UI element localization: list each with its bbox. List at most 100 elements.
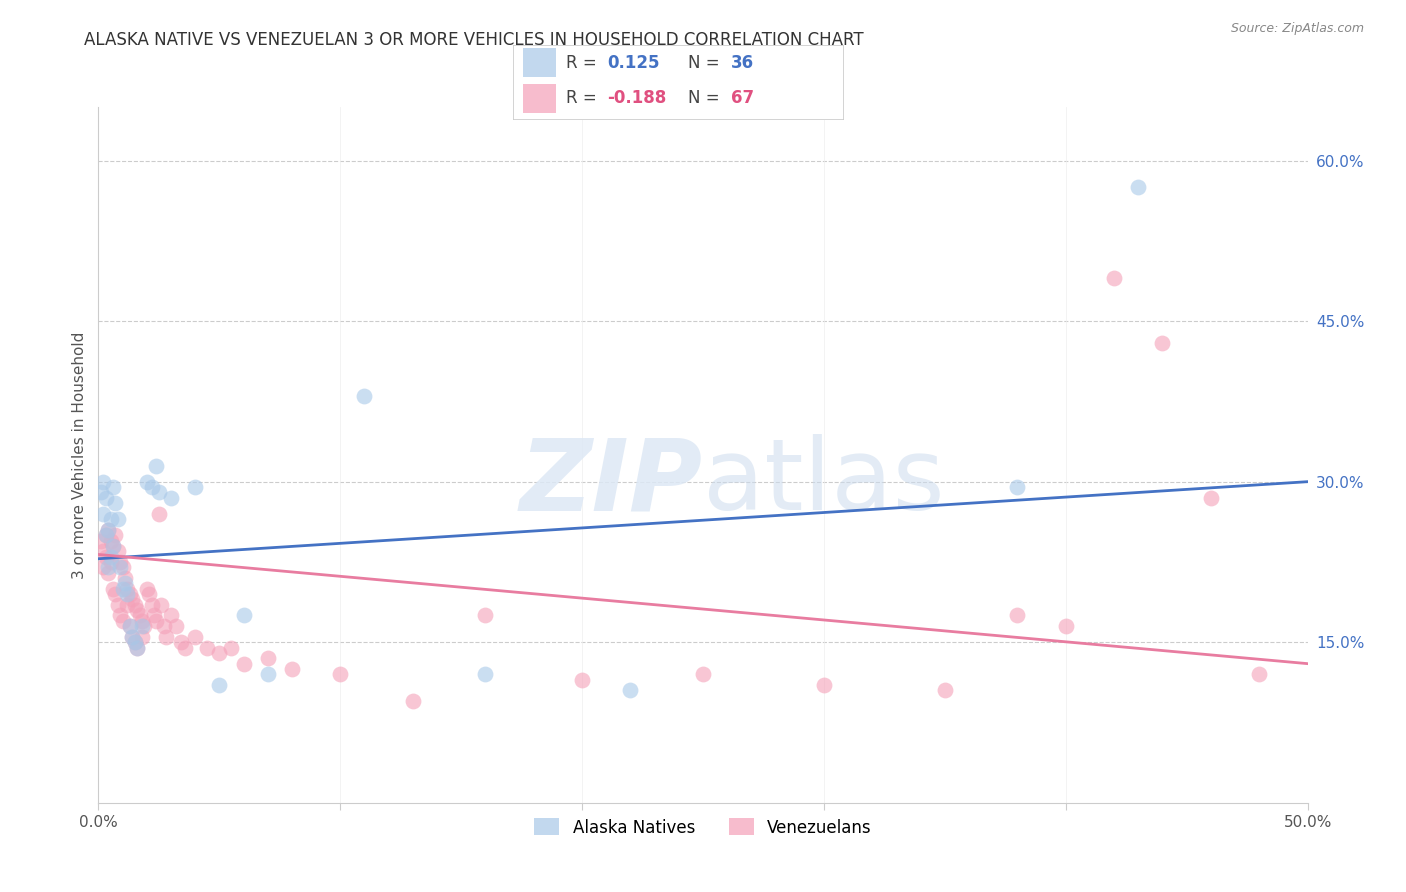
Point <box>145 614 167 628</box>
Point <box>152 619 174 633</box>
Point <box>124 598 146 612</box>
Point <box>1007 480 1029 494</box>
Point <box>121 592 143 607</box>
Point <box>1054 619 1077 633</box>
Point <box>148 485 170 500</box>
Point <box>127 640 149 655</box>
Bar <box>523 84 557 112</box>
FancyBboxPatch shape <box>513 45 844 120</box>
Point <box>131 630 153 644</box>
Text: Source: ZipAtlas.com: Source: ZipAtlas.com <box>1230 22 1364 36</box>
Text: 67: 67 <box>731 89 755 107</box>
Point <box>1199 491 1222 505</box>
Point <box>94 528 117 542</box>
Point <box>94 491 117 505</box>
Point <box>107 512 129 526</box>
Point <box>91 560 114 574</box>
Point <box>155 630 177 644</box>
Point <box>150 598 173 612</box>
Legend: Alaska Natives, Venezuelans: Alaska Natives, Venezuelans <box>527 812 879 843</box>
Point <box>100 555 122 569</box>
Point <box>353 389 375 403</box>
Point <box>124 635 146 649</box>
Point <box>131 619 153 633</box>
Point <box>111 560 134 574</box>
Point <box>97 523 120 537</box>
Point <box>1152 335 1174 350</box>
Point <box>90 485 112 500</box>
Point <box>281 662 304 676</box>
Text: R =: R = <box>567 54 602 71</box>
Point <box>160 608 183 623</box>
Point <box>169 635 191 649</box>
Point <box>127 640 149 655</box>
Point <box>148 507 170 521</box>
Point <box>114 576 136 591</box>
Point <box>165 619 187 633</box>
Point <box>160 491 183 505</box>
Point <box>117 582 139 596</box>
Point <box>138 587 160 601</box>
Point <box>91 507 114 521</box>
Point <box>208 646 231 660</box>
Point <box>101 480 124 494</box>
Point <box>101 539 124 553</box>
Point <box>141 598 163 612</box>
Point <box>104 587 127 601</box>
Text: 0.125: 0.125 <box>607 54 659 71</box>
Point <box>90 533 112 548</box>
Point <box>118 619 141 633</box>
Point <box>100 549 122 564</box>
Point <box>114 571 136 585</box>
Text: N =: N = <box>689 89 725 107</box>
Point <box>195 640 218 655</box>
Point <box>329 667 352 681</box>
Point <box>571 673 593 687</box>
Point <box>118 619 141 633</box>
Point <box>135 475 157 489</box>
Point <box>97 523 120 537</box>
Point <box>127 603 149 617</box>
Point <box>128 608 150 623</box>
Point <box>108 608 131 623</box>
Point <box>117 587 139 601</box>
Point <box>256 651 278 665</box>
Point <box>1007 608 1029 623</box>
Point <box>813 678 835 692</box>
Point <box>141 480 163 494</box>
Point <box>111 582 134 596</box>
Text: ALASKA NATIVE VS VENEZUELAN 3 OR MORE VEHICLES IN HOUSEHOLD CORRELATION CHART: ALASKA NATIVE VS VENEZUELAN 3 OR MORE VE… <box>84 31 863 49</box>
Y-axis label: 3 or more Vehicles in Household: 3 or more Vehicles in Household <box>72 331 87 579</box>
Point <box>117 598 139 612</box>
Point <box>121 630 143 644</box>
Text: R =: R = <box>567 89 602 107</box>
Point <box>145 458 167 473</box>
Point <box>934 683 956 698</box>
Point <box>143 608 166 623</box>
Point <box>232 657 254 671</box>
Text: N =: N = <box>689 54 725 71</box>
Bar <box>523 48 557 78</box>
Point <box>184 630 207 644</box>
Point <box>91 475 114 489</box>
Point <box>208 678 231 692</box>
Point <box>91 544 114 558</box>
Point <box>1102 271 1125 285</box>
Point <box>100 533 122 548</box>
Point <box>135 582 157 596</box>
Text: -0.188: -0.188 <box>607 89 666 107</box>
Point <box>474 667 496 681</box>
Point <box>101 539 124 553</box>
Point <box>1128 180 1150 194</box>
Point <box>256 667 278 681</box>
Point <box>124 635 146 649</box>
Point <box>174 640 197 655</box>
Point <box>402 694 425 708</box>
Point <box>108 560 131 574</box>
Point <box>111 614 134 628</box>
Point <box>94 549 117 564</box>
Point <box>97 566 120 580</box>
Point <box>94 528 117 542</box>
Text: atlas: atlas <box>703 434 945 532</box>
Point <box>692 667 714 681</box>
